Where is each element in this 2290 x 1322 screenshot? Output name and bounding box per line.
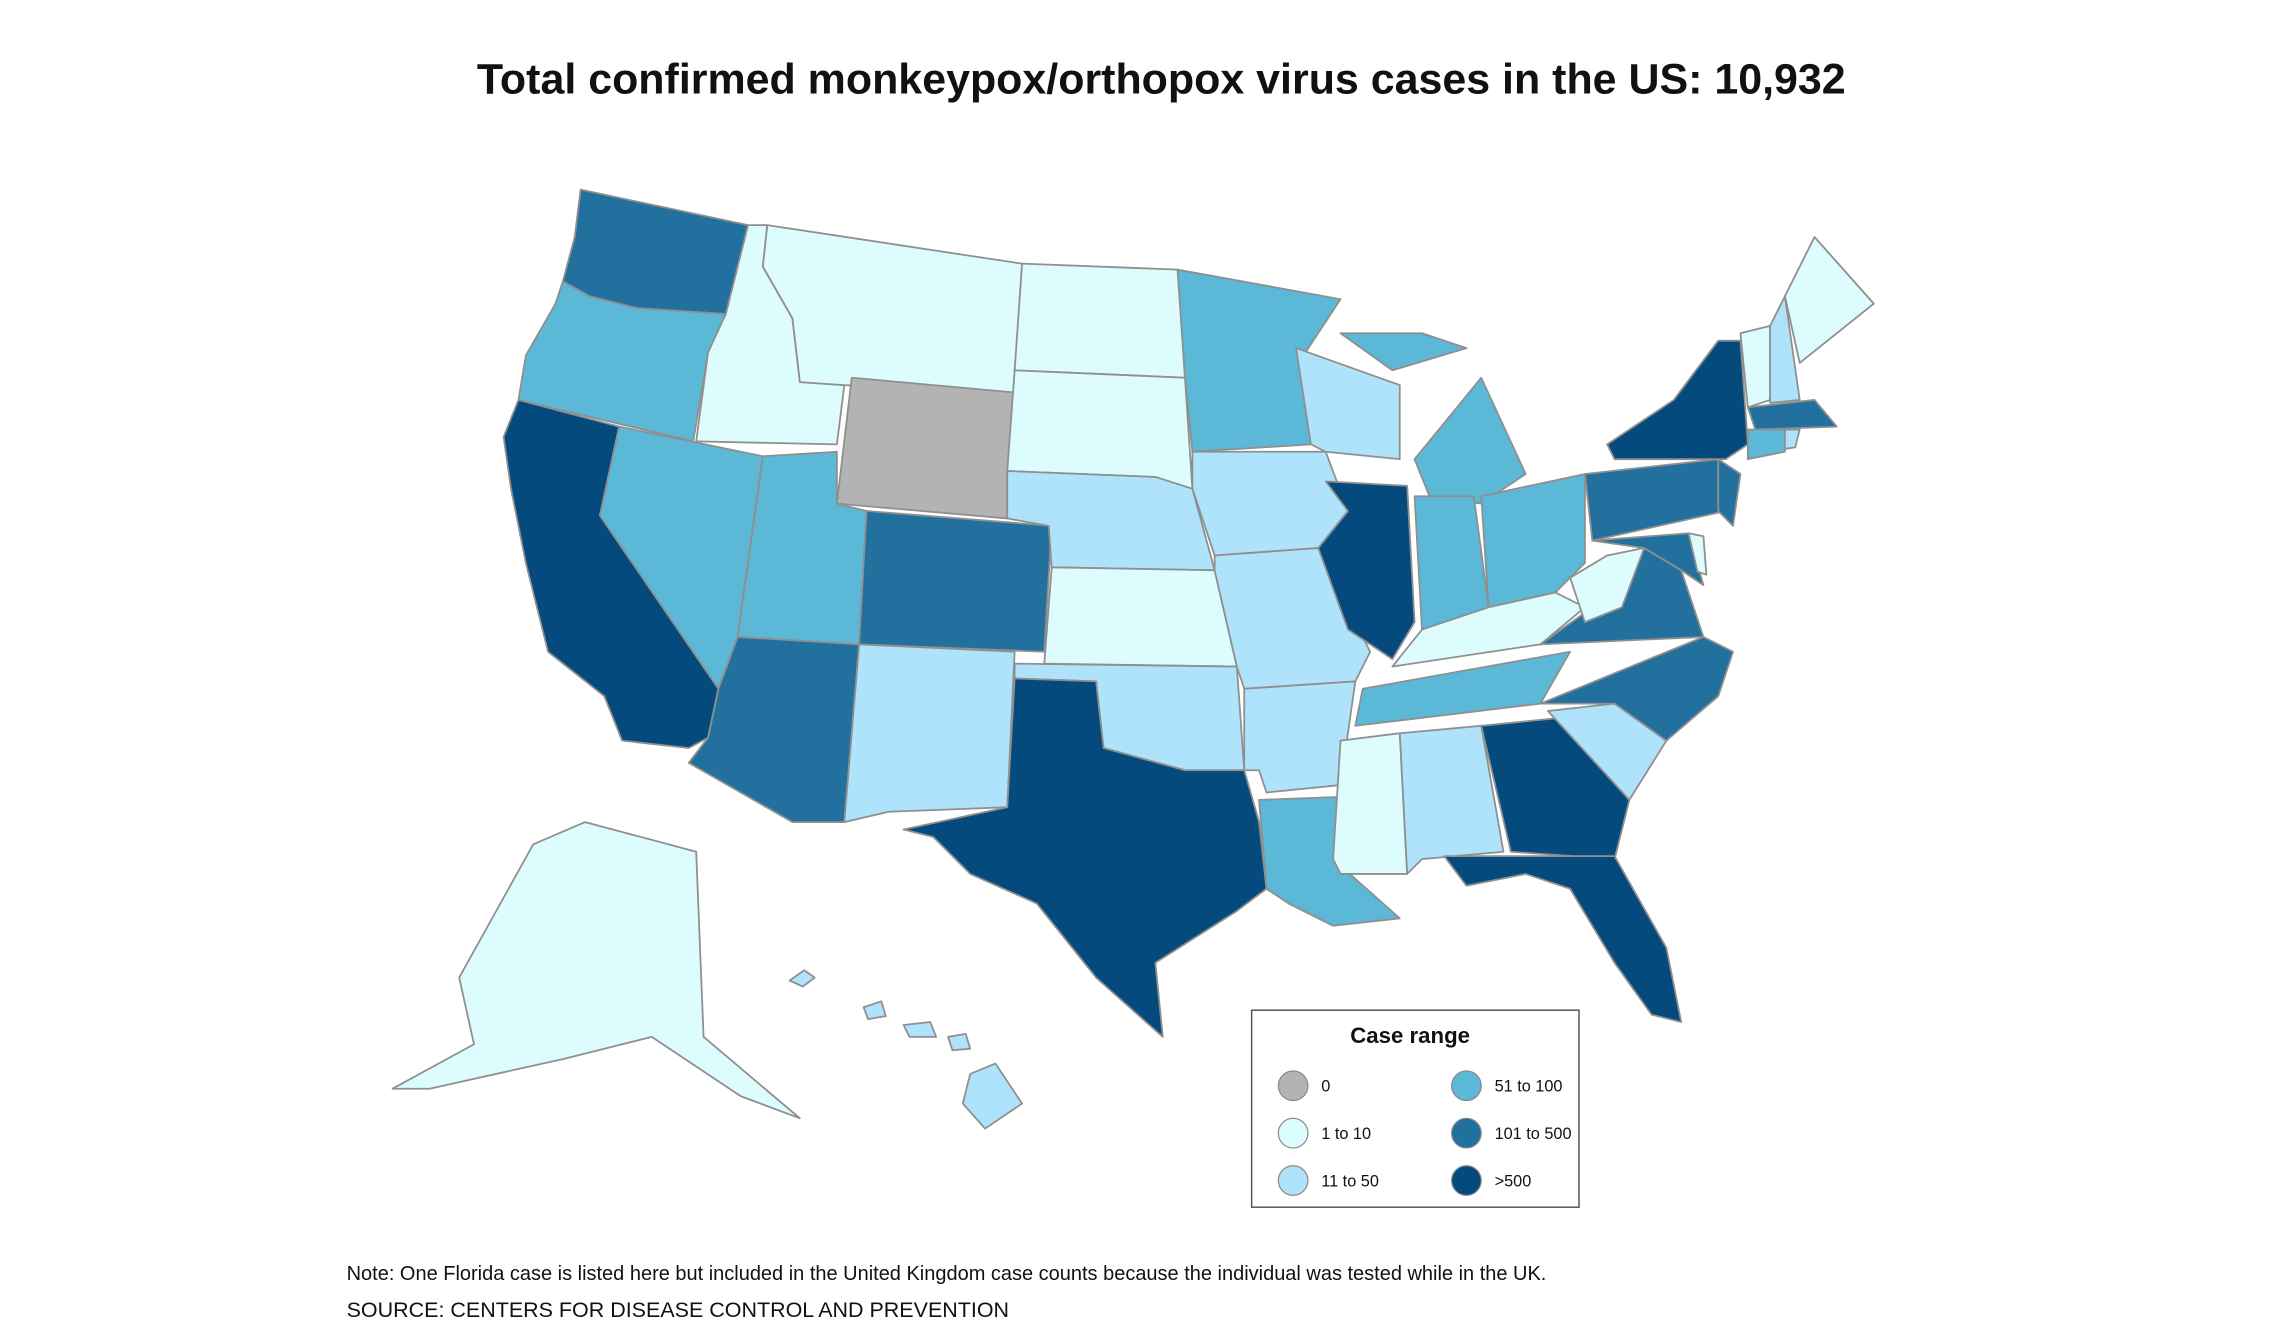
legend: Case range 0 1 to 10 11 to 50 51 to 100 101 … [1250, 1009, 1580, 1208]
state [1339, 332, 1468, 372]
state [1746, 428, 1786, 461]
legend-label: 0 [1321, 1078, 1330, 1096]
state [761, 224, 1023, 394]
state [1354, 650, 1572, 727]
state [1043, 566, 1238, 668]
legend-swatch [1451, 1070, 1482, 1102]
legend-swatch [1277, 1070, 1309, 1102]
state [1687, 532, 1708, 576]
state [391, 821, 801, 1120]
state [836, 376, 1016, 520]
state [843, 643, 1016, 823]
state [1584, 458, 1727, 542]
state [1295, 347, 1401, 461]
source: SOURCE: CENTERS FOR DISEASE CONTROL AND … [347, 1298, 1009, 1322]
state [788, 969, 816, 988]
state [1769, 295, 1801, 404]
legend-label: 51 to 100 [1495, 1078, 1563, 1096]
state [1784, 236, 1875, 364]
state [1606, 339, 1749, 461]
legend-label: >500 [1495, 1172, 1532, 1190]
state [1480, 473, 1586, 609]
state [1006, 369, 1194, 490]
state [947, 1033, 972, 1052]
state [1413, 376, 1527, 505]
state [1413, 495, 1490, 631]
legend-swatch [1451, 1165, 1482, 1196]
state [1013, 262, 1186, 379]
state [1480, 717, 1631, 861]
state [862, 1000, 887, 1020]
states [391, 188, 1875, 1130]
state [1332, 732, 1409, 875]
state [1443, 855, 1683, 1023]
legend-label: 11 to 50 [1321, 1172, 1379, 1190]
state [1569, 547, 1646, 624]
state [902, 1021, 938, 1038]
legend-swatch [1277, 1117, 1309, 1149]
state [1717, 458, 1742, 527]
state [517, 280, 727, 443]
legend-swatch [1277, 1165, 1309, 1196]
state [1591, 532, 1705, 586]
legend-label: 1 to 10 [1321, 1125, 1371, 1143]
map-title: Total confirmed monkeypox/orthopox virus… [477, 55, 1846, 103]
state [1784, 428, 1801, 450]
state [858, 510, 1053, 653]
legend-title: Case range [1350, 1023, 1470, 1048]
state [561, 188, 749, 315]
state [961, 1062, 1023, 1130]
state [1317, 480, 1416, 661]
legend-swatch [1451, 1117, 1482, 1149]
legend-label: 101 to 500 [1495, 1125, 1572, 1143]
state [1243, 680, 1357, 794]
note: Note: One Florida case is listed here bu… [347, 1263, 1547, 1285]
state [1746, 399, 1838, 431]
state [902, 677, 1268, 1038]
legend-items: 0 1 to 10 11 to 50 51 to 100 101 to 500 >500 [1277, 1070, 1572, 1196]
